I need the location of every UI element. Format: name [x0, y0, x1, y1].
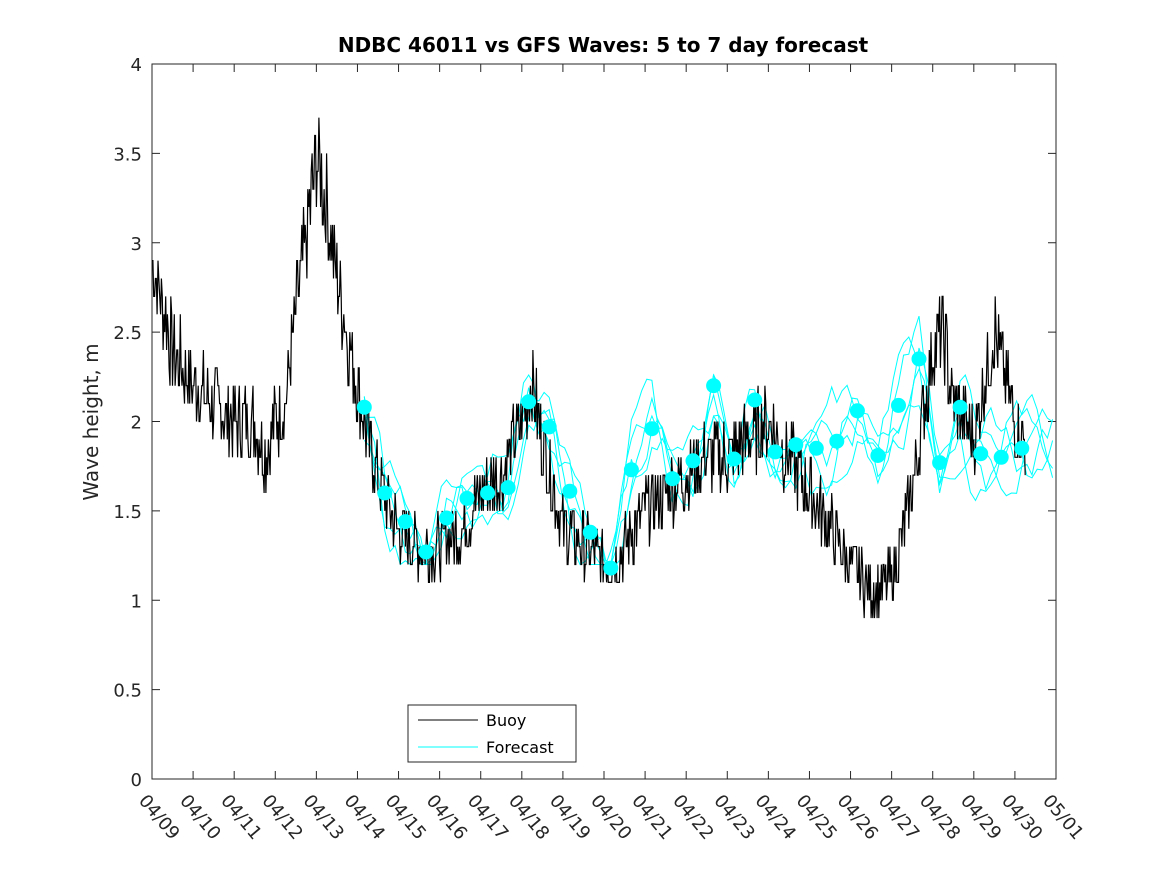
- legend-buoy-label: Buoy: [486, 711, 526, 730]
- x-tick-label: 04/17: [463, 791, 512, 844]
- forecast-point: [541, 419, 557, 435]
- y-tick-label: 2: [131, 413, 142, 434]
- x-tick-label: 04/21: [627, 791, 676, 844]
- forecast-point: [911, 351, 927, 367]
- x-tick-label: 04/20: [586, 791, 635, 844]
- forecast-point: [356, 399, 372, 415]
- x-tick-label: 04/18: [504, 791, 553, 844]
- x-tick-label: 04/11: [216, 791, 265, 844]
- chart-title: NDBC 46011 vs GFS Waves: 5 to 7 day fore…: [338, 33, 869, 57]
- x-tick-label: 04/24: [751, 791, 800, 844]
- x-tick-label: 04/28: [915, 791, 964, 844]
- y-tick-label: 1: [131, 591, 142, 612]
- forecast-point: [603, 560, 619, 576]
- forecast-point: [973, 446, 989, 462]
- forecast-point: [685, 453, 701, 469]
- forecast-point: [377, 485, 393, 501]
- x-tick-label: 04/12: [257, 791, 306, 844]
- x-tick-label: 04/23: [709, 791, 758, 844]
- x-tick-label: 04/16: [422, 791, 471, 844]
- forecast-point: [706, 378, 722, 394]
- forecast-line: [363, 378, 1054, 565]
- x-tick-label: 04/22: [668, 791, 717, 844]
- plot-area: [151, 63, 1057, 780]
- x-tick-label: 04/29: [956, 791, 1005, 844]
- forecast-point: [521, 394, 537, 410]
- forecast-point: [623, 462, 639, 478]
- x-tick-label: 04/15: [381, 791, 430, 844]
- forecast-point: [1014, 440, 1030, 456]
- forecast-point: [459, 490, 475, 506]
- y-tick-label: 0: [131, 770, 142, 791]
- forecast-point: [849, 403, 865, 419]
- forecast-point: [500, 480, 516, 496]
- forecast-point: [932, 455, 948, 471]
- x-tick-label: 04/30: [997, 791, 1046, 844]
- forecast-point: [726, 451, 742, 467]
- x-tick-label: 04/10: [175, 791, 224, 844]
- y-tick-label: 2.5: [113, 323, 142, 344]
- forecast-point: [439, 510, 454, 526]
- y-tick-label: 4: [131, 55, 142, 76]
- x-tick-label: 04/27: [874, 791, 923, 844]
- forecast-point: [480, 485, 496, 501]
- x-tick-label: 04/26: [833, 791, 882, 844]
- x-tick-label: 04/14: [340, 791, 389, 844]
- forecast-point: [870, 448, 886, 463]
- y-axis-label: Wave height, m: [79, 343, 103, 500]
- forecast-point: [952, 399, 968, 415]
- forecast-point: [418, 544, 434, 560]
- x-tick-label: 05/01: [1038, 791, 1087, 844]
- forecast-points: [356, 351, 1030, 576]
- forecast-point: [397, 514, 413, 530]
- y-tick-label: 3: [131, 234, 142, 255]
- legend-box: [407, 704, 577, 763]
- legend-forecast-label: Forecast: [486, 738, 554, 757]
- forecast-point: [747, 392, 763, 408]
- forecast-point: [891, 397, 906, 413]
- forecast-point: [788, 437, 804, 453]
- legend: Buoy Forecast: [407, 704, 577, 763]
- x-tick-label: 04/25: [792, 791, 841, 844]
- forecast-point: [808, 440, 824, 456]
- forecast-point: [582, 524, 598, 540]
- y-axis: 0 0.5 1 1.5 2 2.5 3 3.5 4: [113, 55, 1056, 791]
- x-tick-label: 04/09: [134, 791, 183, 844]
- forecast-point: [665, 471, 680, 487]
- y-tick-label: 0.5: [113, 681, 142, 702]
- forecast-point: [767, 444, 783, 460]
- forecast-point: [562, 483, 578, 499]
- forecast-point: [644, 421, 660, 437]
- x-tick-label: 04/19: [545, 791, 594, 844]
- x-tick-label: 04/13: [299, 791, 348, 844]
- y-tick-label: 1.5: [113, 502, 142, 523]
- y-tick-label: 3.5: [113, 144, 142, 165]
- forecast-point: [829, 433, 845, 449]
- forecast-point: [993, 449, 1009, 465]
